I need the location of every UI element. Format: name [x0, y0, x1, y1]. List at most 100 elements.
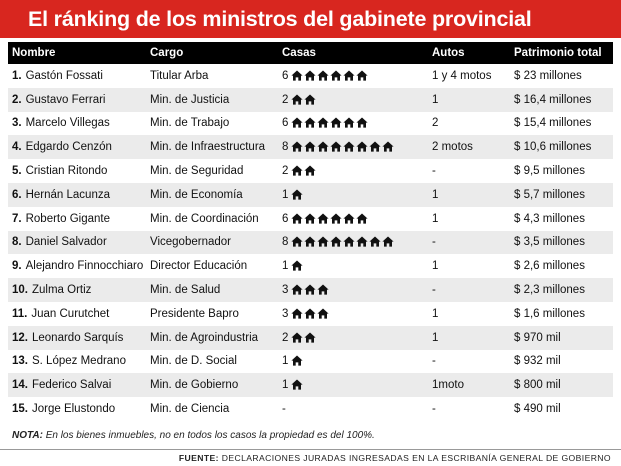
cell-houses: 1 [278, 182, 428, 207]
minister-name: Leonardo Sarquís [32, 331, 124, 344]
table-body: 1. Gastón Fossati Titular Arba 6 1 y 4 motos… [8, 64, 613, 421]
cell-houses: 3 [278, 301, 428, 326]
cell-cars: 1moto [428, 373, 510, 398]
house-icons [291, 141, 395, 152]
cell-name: 7. Roberto Gigante [8, 206, 146, 231]
cell-cars: 2 motos [428, 135, 510, 160]
source-label: FUENTE: [178, 453, 219, 463]
table-row: 14. Federico Salvai Min. de Gobierno 1 1moto… [8, 373, 613, 398]
cell-assets: $ 23 millones [510, 64, 613, 88]
house-icon [291, 189, 304, 200]
column-header-role: Cargo [146, 42, 278, 64]
source-line: FUENTE: DECLARACIONES JURADAS INGRESADAS… [0, 449, 621, 466]
house-icon [330, 117, 343, 129]
rank-number: 7. [12, 212, 22, 225]
house-icon [291, 94, 304, 105]
cell-cars: - [428, 349, 510, 374]
cell-houses: 3 [278, 278, 428, 302]
house-icon [317, 141, 330, 152]
cell-assets: $ 490 mil [510, 397, 613, 421]
cell-cars: - [428, 230, 510, 255]
cell-houses: 2 [278, 87, 428, 112]
house-icon [343, 141, 356, 152]
minister-name: Gustavo Ferrari [25, 93, 106, 106]
cell-cars: 2 [428, 111, 510, 136]
table-row: 1. Gastón Fossati Titular Arba 6 1 y 4 motos… [8, 64, 613, 88]
minister-name: Jorge Elustondo [32, 403, 116, 416]
house-icon [291, 236, 304, 248]
cell-houses: 6 [278, 206, 428, 231]
houses-count: 2 [282, 331, 289, 344]
minister-name: Marcelo Villegas [25, 117, 110, 130]
column-header-cars: Autos [428, 42, 510, 64]
house-icon [317, 70, 330, 81]
cell-assets: $ 16,4 millones [510, 87, 613, 112]
house-icons [291, 236, 395, 248]
house-icon [291, 355, 304, 367]
houses-count: 1 [282, 379, 289, 392]
cell-name: 12. Leonardo Sarquís [8, 325, 146, 350]
column-header-assets: Patrimonio total [510, 42, 613, 64]
house-icon [330, 213, 343, 224]
cell-houses: 1 [278, 349, 428, 374]
minister-name: Gastón Fossati [25, 69, 103, 82]
cell-houses: 6 [278, 64, 428, 88]
cell-assets: $ 15,4 millones [510, 111, 613, 136]
rank-number: 11. [12, 307, 28, 320]
house-icon [343, 70, 356, 81]
house-icons [291, 213, 369, 224]
house-icon [304, 284, 317, 295]
cell-name: 6. Hernán Lacunza [8, 182, 146, 207]
houses-count: 3 [282, 284, 289, 297]
rank-number: 1. [12, 69, 22, 82]
house-icon [369, 236, 382, 248]
table-row: 12. Leonardo Sarquís Min. de Agroindustria… [8, 325, 613, 350]
house-icon [304, 117, 317, 129]
cell-name: 3. Marcelo Villegas [8, 111, 146, 136]
cell-name: 13. S. López Medrano [8, 349, 146, 374]
table-row: 3. Marcelo Villegas Min. de Trabajo 6 2 $ 15,… [8, 111, 613, 136]
rank-number: 12. [12, 331, 28, 344]
rank-number: 6. [12, 188, 22, 201]
minister-name: Daniel Salvador [25, 236, 107, 249]
minister-name: Zulma Ortiz [32, 284, 92, 297]
minister-name: Alejandro Finnocchiaro [25, 260, 144, 273]
cell-role: Min. de Economía [146, 182, 278, 207]
house-icon [356, 70, 369, 81]
table-row: 9. Alejandro Finnocchiaro Director Educaci… [8, 254, 613, 279]
rank-number: 8. [12, 236, 22, 249]
table-row: 11. Juan Curutchet Presidente Bapro 3 1 $ 1,6… [8, 301, 613, 326]
house-icon [356, 236, 369, 248]
cell-role: Min. de Trabajo [146, 111, 278, 136]
table-header: Nombre Cargo Casas Autos Patrimonio tota… [8, 42, 613, 64]
minister-name: S. López Medrano [32, 355, 126, 368]
minister-name: Federico Salvai [32, 379, 112, 392]
cell-cars: 1 [428, 325, 510, 350]
house-icon [304, 308, 317, 319]
table-row: 6. Hernán Lacunza Min. de Economía 1 1 $ 5,7 … [8, 182, 613, 207]
cell-assets: $ 970 mil [510, 325, 613, 350]
cell-name: 14. Federico Salvai [8, 373, 146, 398]
cell-role: Min. de Gobierno [146, 373, 278, 398]
cell-name: 8. Daniel Salvador [8, 230, 146, 255]
house-icon [291, 141, 304, 152]
house-icon [291, 332, 304, 343]
house-icons [291, 308, 330, 319]
cell-role: Min. de Coordinación [146, 206, 278, 231]
rank-number: 5. [12, 165, 22, 178]
house-icon [356, 213, 369, 224]
cell-name: 11. Juan Curutchet [8, 301, 146, 326]
cell-houses: 8 [278, 135, 428, 160]
rank-number: 14. [12, 379, 28, 392]
table-row: 15. Jorge Elustondo Min. de Ciencia - - $ 490… [8, 397, 613, 421]
cell-houses: - [278, 397, 428, 421]
house-icon [291, 213, 304, 224]
table-row: 2. Gustavo Ferrari Min. de Justicia 2 1 $ 16,… [8, 87, 613, 112]
cell-assets: $ 3,5 millones [510, 230, 613, 255]
table-row: 13. S. López Medrano Min. de D. Social 1 - $ … [8, 349, 613, 374]
minister-name: Juan Curutchet [31, 307, 110, 320]
cell-assets: $ 10,6 millones [510, 135, 613, 160]
houses-count: 1 [282, 355, 289, 368]
cell-role: Min. de Agroindustria [146, 325, 278, 350]
houses-count: 2 [282, 165, 289, 178]
